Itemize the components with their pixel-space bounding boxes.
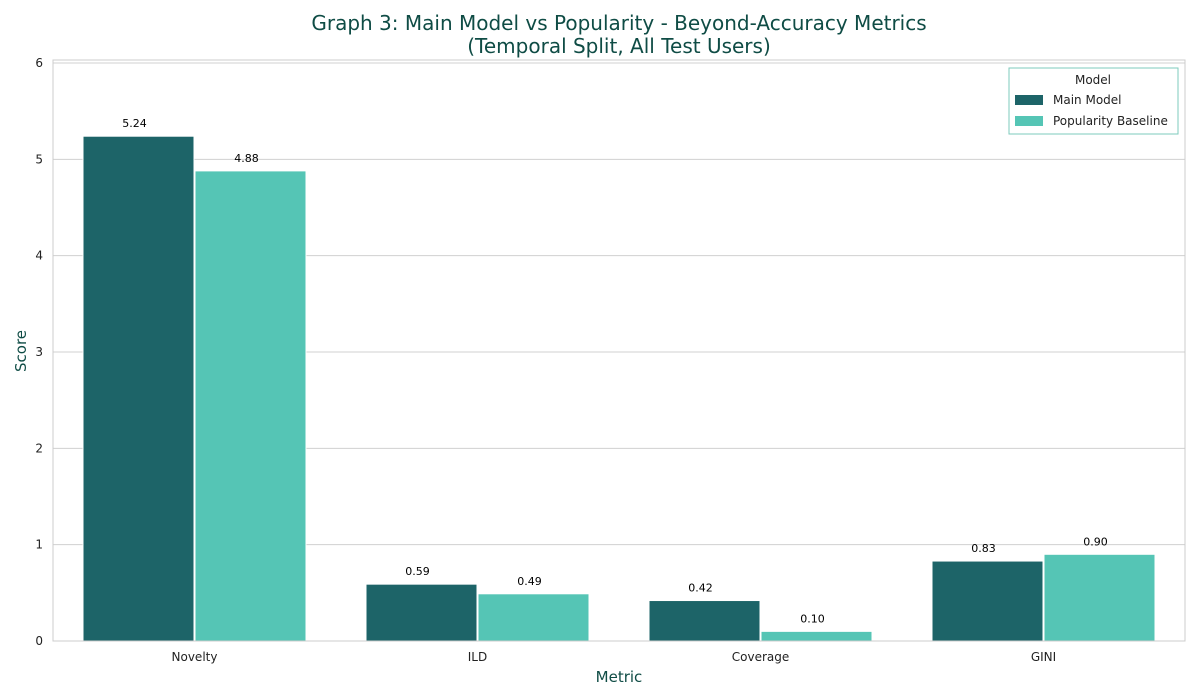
y-tick-label: 0 — [35, 634, 43, 648]
y-tick-label: 4 — [35, 249, 43, 263]
x-tick-label: Coverage — [732, 650, 790, 664]
chart-title: Graph 3: Main Model vs Popularity - Beyo… — [311, 11, 926, 35]
data-label: 0.59 — [405, 565, 430, 578]
x-tick-label: GINI — [1031, 650, 1056, 664]
legend-label-popularity-baseline: Popularity Baseline — [1053, 114, 1168, 128]
x-tick-label: Novelty — [172, 650, 218, 664]
bar-popularity-baseline-ild — [477, 593, 590, 642]
bar-main-model-coverage — [648, 600, 761, 642]
bar-main-model-ild — [365, 583, 478, 642]
legend-title: Model — [1075, 73, 1111, 87]
x-tick-label: ILD — [468, 650, 487, 664]
data-labels: 5.24 4.88 0.59 0.49 0.42 0.10 0.83 0.90 — [122, 117, 1108, 625]
bar-popularity-baseline-novelty — [194, 170, 307, 642]
y-tick-label: 5 — [35, 152, 43, 166]
legend-swatch-popularity-baseline — [1015, 116, 1043, 126]
chart-subtitle: (Temporal Split, All Test Users) — [467, 34, 771, 58]
y-tick-label: 3 — [35, 345, 43, 359]
plot-frame — [52, 59, 1186, 642]
data-label: 0.83 — [971, 542, 996, 555]
y-axis-ticks: 0 1 2 3 4 5 6 — [35, 56, 43, 648]
data-label: 0.10 — [800, 612, 825, 625]
y-tick-label: 2 — [35, 441, 43, 455]
x-axis-label: Metric — [596, 668, 643, 686]
bars — [82, 135, 1156, 642]
bar-main-model-novelty — [82, 135, 195, 642]
data-label: 5.24 — [122, 117, 147, 130]
y-tick-label: 1 — [35, 538, 43, 552]
data-label: 0.49 — [517, 575, 542, 588]
y-axis-label: Score — [12, 330, 30, 372]
data-label: 0.90 — [1083, 535, 1108, 548]
bar-main-model-gini — [931, 560, 1044, 642]
legend-label-main-model: Main Model — [1053, 93, 1122, 107]
y-tick-label: 6 — [35, 56, 43, 70]
data-label: 4.88 — [234, 152, 259, 165]
x-axis-ticks: Novelty ILD Coverage GINI — [172, 650, 1057, 664]
data-label: 0.42 — [688, 582, 713, 595]
bar-popularity-baseline-coverage — [760, 630, 873, 642]
bar-popularity-baseline-gini — [1043, 553, 1156, 642]
legend-swatch-main-model — [1015, 95, 1043, 105]
legend: Model Main Model Popularity Baseline — [1008, 67, 1179, 135]
